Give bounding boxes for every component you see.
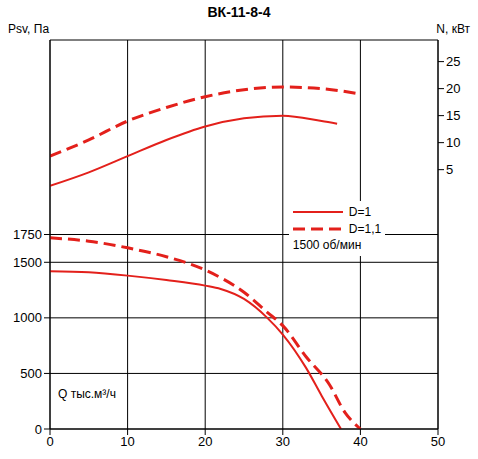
html-text:Psv, Па: Psv, Па <box>8 22 50 36</box>
svg-text:50: 50 <box>431 434 445 449</box>
html-text:Q тыс.м³/ч: Q тыс.м³/ч <box>58 387 116 401</box>
svg-text:1000: 1000 <box>13 310 42 325</box>
html-text:ВК-11-8-4: ВК-11-8-4 <box>207 4 271 20</box>
svg-text:1500: 1500 <box>13 255 42 270</box>
svg-text:0: 0 <box>35 422 42 437</box>
svg-text:40: 40 <box>353 434 367 449</box>
svg-text:20: 20 <box>446 81 460 96</box>
svg-text:500: 500 <box>20 366 42 381</box>
svg-text:20: 20 <box>198 434 212 449</box>
svg-text:30: 30 <box>276 434 290 449</box>
svg-text:0: 0 <box>46 434 53 449</box>
svg-text:10: 10 <box>120 434 134 449</box>
svg-text:10: 10 <box>446 135 460 150</box>
html-text:1500 об/мин: 1500 об/мин <box>292 238 362 253</box>
svg-text:25: 25 <box>446 54 460 69</box>
html-text:D=1: D=1 <box>348 204 372 219</box>
svg-text:5: 5 <box>446 162 453 177</box>
svg-text:1750: 1750 <box>13 227 42 242</box>
html-text:N, кВт: N, кВт <box>436 22 470 36</box>
html-text:D=1,1: D=1,1 <box>348 221 382 236</box>
svg-text:15: 15 <box>446 108 460 123</box>
